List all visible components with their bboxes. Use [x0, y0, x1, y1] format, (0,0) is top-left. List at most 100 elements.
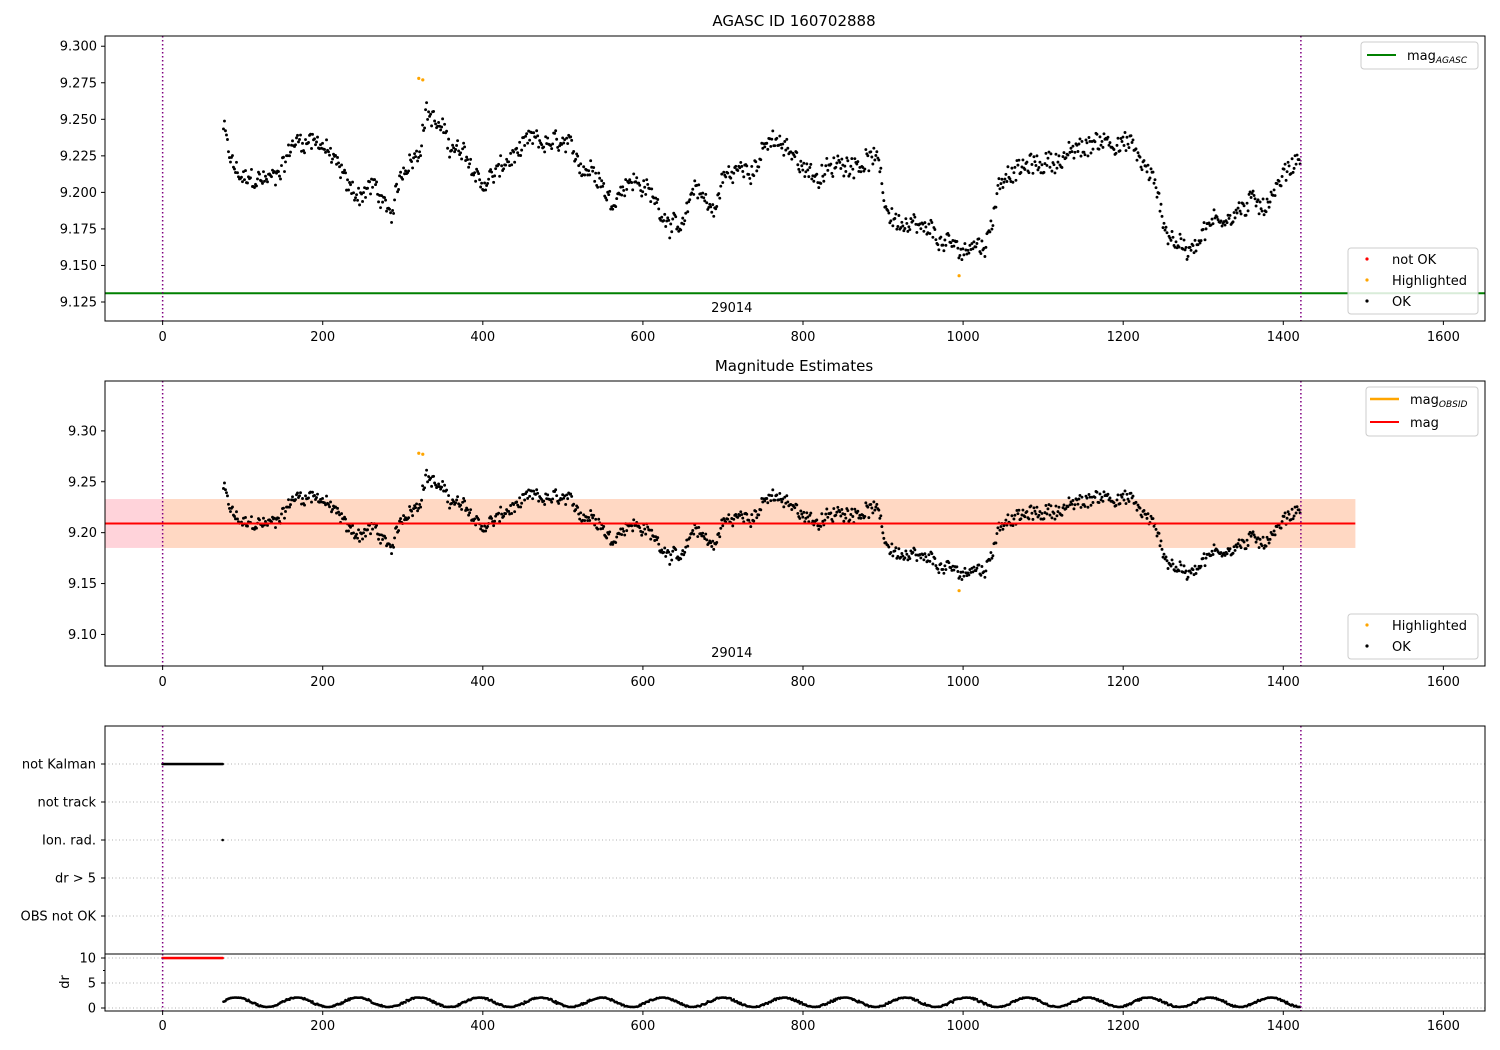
ok-point	[998, 187, 1002, 191]
ok-point	[299, 491, 302, 495]
ok-point	[1273, 194, 1277, 197]
ok-point	[229, 160, 232, 164]
ok-point	[1101, 145, 1105, 149]
ok-point	[679, 228, 683, 232]
ok-point	[1106, 135, 1110, 139]
ok-point	[1199, 239, 1203, 243]
ok-point	[222, 127, 225, 131]
ok-point	[963, 566, 967, 570]
ok-point	[781, 142, 785, 146]
ok-point	[492, 180, 496, 184]
ok-point	[390, 552, 394, 556]
ok-point	[697, 183, 701, 187]
ok-point	[1177, 245, 1181, 249]
ok-point	[797, 167, 801, 171]
ok-point	[502, 167, 506, 171]
ok-point	[1161, 226, 1165, 230]
ok-point	[321, 141, 324, 145]
ok-point	[1093, 140, 1097, 144]
ok-point	[1203, 564, 1207, 568]
ok-point	[671, 217, 675, 221]
ok-point	[244, 516, 247, 519]
ok-point	[524, 134, 528, 138]
ok-point	[504, 163, 508, 167]
ok-point	[905, 221, 909, 225]
ok-point	[815, 172, 819, 176]
ok-point	[887, 211, 891, 215]
p2-xtick-label: 1400	[1267, 675, 1300, 690]
ok-point	[1118, 149, 1122, 153]
ok-point	[1262, 213, 1266, 217]
ok-point	[835, 510, 839, 514]
p1-xtick-label: 0	[158, 330, 166, 345]
ok-point	[1201, 557, 1205, 560]
ok-point	[949, 241, 953, 245]
ok-point	[1211, 553, 1215, 556]
ok-point	[869, 150, 873, 154]
ok-point	[1102, 132, 1106, 136]
ok-point	[528, 494, 532, 498]
ok-point	[1228, 547, 1232, 551]
ok-point	[440, 125, 444, 129]
ok-point	[510, 512, 514, 515]
ok-point	[645, 178, 649, 182]
ok-point	[1239, 546, 1243, 550]
ok-point	[1174, 240, 1178, 244]
ok-point	[755, 169, 759, 173]
ok-point	[433, 119, 437, 123]
ok-point	[434, 122, 438, 126]
ok-point	[656, 536, 660, 540]
ok-point	[1043, 162, 1047, 166]
ok-point	[741, 516, 745, 520]
ok-point	[874, 154, 878, 157]
agasc-legend-upper: magAGASC	[1360, 41, 1479, 70]
ok-point	[904, 217, 908, 221]
ok-point	[684, 211, 688, 215]
ok-point	[803, 520, 807, 524]
ok-point	[971, 247, 975, 251]
legend-ok: OK	[1392, 295, 1411, 310]
ok-point	[605, 536, 609, 540]
ok-point	[483, 181, 487, 185]
ok-point	[273, 170, 276, 174]
ok-point	[353, 198, 356, 202]
ok-point	[901, 554, 905, 558]
ok-point	[615, 535, 619, 539]
ok-point	[846, 159, 850, 163]
ok-point	[340, 163, 343, 167]
ok-point	[850, 507, 854, 511]
ok-point	[593, 179, 597, 183]
ok-point	[881, 531, 885, 535]
flag-category-label: dr > 5	[55, 872, 96, 887]
ok-point	[805, 511, 809, 515]
ok-point	[805, 162, 809, 166]
ok-point	[930, 221, 934, 224]
ok-point	[903, 227, 907, 230]
ok-point	[863, 167, 867, 171]
ok-point	[808, 513, 812, 517]
ok-point	[657, 207, 661, 211]
ok-point	[465, 155, 469, 159]
ok-point	[874, 505, 878, 509]
ok-point	[1257, 212, 1261, 216]
ok-point	[418, 150, 422, 154]
ok-point	[958, 575, 962, 579]
flag-category-label: not Kalman	[22, 758, 96, 773]
ok-point	[385, 209, 389, 213]
ok-point	[331, 507, 334, 511]
ok-point	[957, 256, 961, 260]
ok-point	[227, 502, 230, 506]
ok-point	[1083, 504, 1087, 508]
ok-point	[434, 483, 438, 487]
ok-point	[1064, 156, 1068, 160]
ok-point	[423, 126, 427, 130]
ok-point	[769, 499, 773, 503]
ok-point	[1280, 520, 1284, 524]
ok-point	[410, 509, 414, 513]
ok-point	[1249, 196, 1253, 199]
ok-point	[867, 516, 871, 520]
ok-point	[880, 525, 884, 529]
ok-point	[1261, 535, 1265, 539]
agasc-panel: AGASC ID 160702888 0 200 400 600 800 1000 1200…	[60, 12, 1486, 345]
ok-point	[785, 494, 789, 498]
